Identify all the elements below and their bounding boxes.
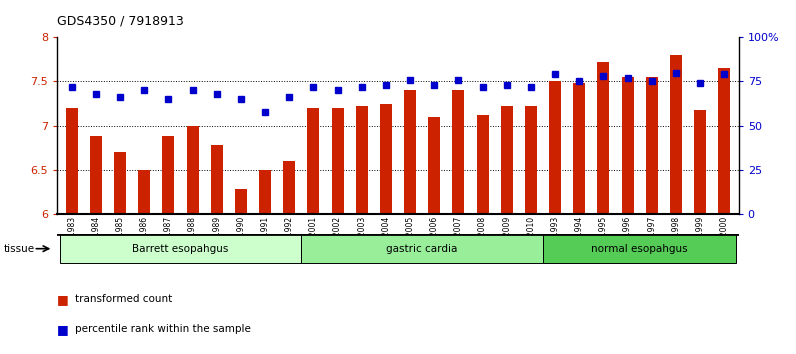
Bar — [452, 90, 464, 214]
Bar — [356, 106, 368, 214]
Bar — [139, 170, 150, 214]
Bar — [718, 68, 730, 214]
Bar — [622, 77, 634, 214]
Bar — [694, 110, 706, 214]
Bar — [302, 234, 543, 263]
Text: gastric cardia: gastric cardia — [387, 244, 458, 254]
Bar — [404, 90, 416, 214]
Bar — [573, 83, 585, 214]
Bar — [380, 103, 392, 214]
Text: GDS4350 / 7918913: GDS4350 / 7918913 — [57, 14, 184, 27]
Bar — [283, 161, 295, 214]
Bar — [646, 77, 657, 214]
Bar — [66, 108, 78, 214]
Text: ■: ■ — [57, 293, 69, 306]
Bar — [162, 136, 174, 214]
Text: transformed count: transformed count — [75, 294, 172, 304]
Bar — [114, 152, 127, 214]
Bar — [307, 108, 319, 214]
Bar — [543, 234, 736, 263]
Text: percentile rank within the sample: percentile rank within the sample — [75, 324, 251, 334]
Bar — [525, 106, 537, 214]
Bar — [549, 81, 561, 214]
Text: Barrett esopahgus: Barrett esopahgus — [132, 244, 228, 254]
Text: normal esopahgus: normal esopahgus — [591, 244, 688, 254]
Bar — [597, 62, 610, 214]
Bar — [60, 234, 302, 263]
Bar — [501, 106, 513, 214]
Bar — [477, 115, 489, 214]
Bar — [669, 55, 682, 214]
Bar — [332, 108, 344, 214]
Bar — [428, 117, 440, 214]
Bar — [211, 145, 223, 214]
Bar — [186, 126, 199, 214]
Bar — [90, 136, 102, 214]
Text: tissue: tissue — [4, 244, 35, 254]
Bar — [259, 170, 271, 214]
Bar — [235, 189, 247, 214]
Text: ■: ■ — [57, 323, 69, 336]
